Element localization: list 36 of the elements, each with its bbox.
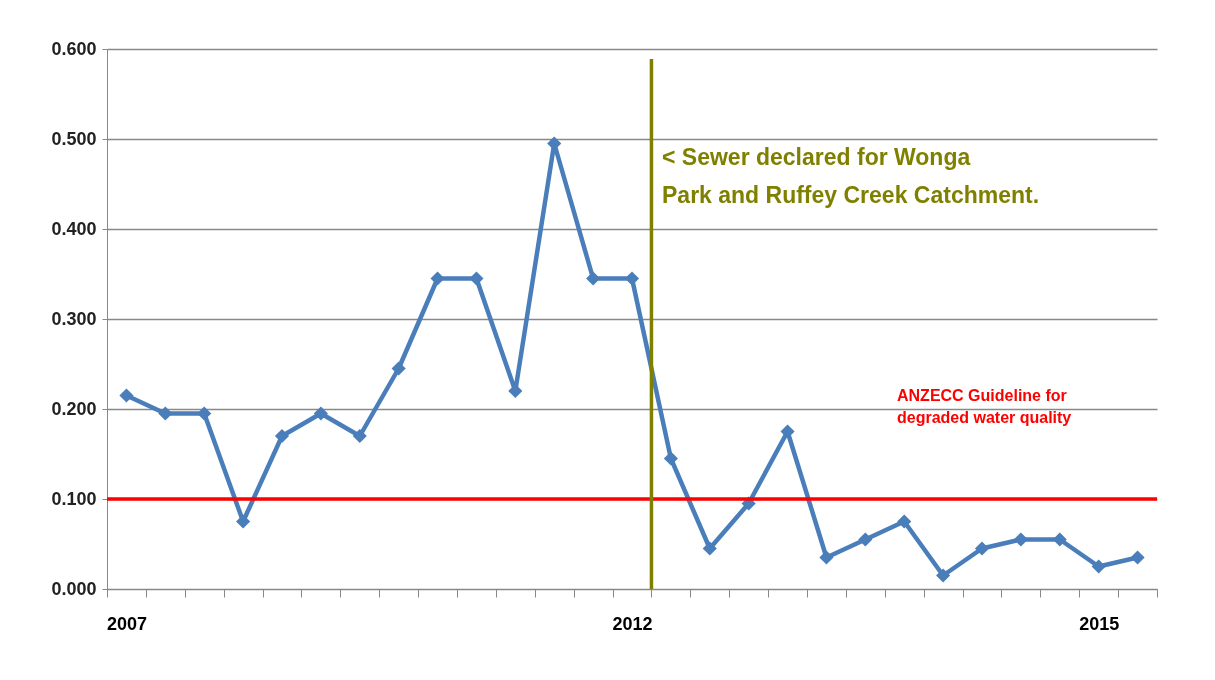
y-tick-label: 0.500 (51, 128, 97, 149)
point (197, 406, 212, 421)
y-tick-label: 0.000 (51, 578, 97, 599)
point (624, 271, 640, 286)
point (702, 541, 717, 556)
point (158, 406, 173, 421)
point (663, 451, 678, 466)
ref-line-label: ANZECC Guideline for degraded water quality (897, 387, 1072, 426)
y-tick-label: 0.600 (51, 38, 97, 59)
point (352, 428, 367, 444)
point (236, 514, 251, 529)
point (119, 388, 134, 403)
point (819, 550, 834, 565)
point (1130, 550, 1145, 565)
x-tick-label: 2015 (1079, 613, 1120, 634)
ref-line-label: < Sewer declared for Wonga Park and Ruffey Creek Catchment. (662, 144, 1040, 208)
y-tick-label: 0.400 (51, 218, 97, 239)
point (586, 271, 601, 286)
point (1013, 532, 1028, 547)
y-tick-label: 0.100 (51, 488, 97, 509)
point (780, 424, 795, 439)
point (974, 541, 990, 556)
point (313, 406, 328, 421)
point (1052, 532, 1067, 547)
y-tick-label: 0.200 (51, 398, 97, 419)
point (897, 514, 912, 529)
point (430, 271, 445, 286)
point (391, 361, 406, 376)
point (936, 568, 951, 583)
x-tick-label: 2007 (106, 613, 147, 634)
x-tick-label: 2012 (612, 613, 653, 634)
y-tick-label: 0.300 (51, 308, 97, 329)
point (858, 532, 873, 547)
point (274, 428, 290, 444)
point (469, 271, 484, 286)
point (1091, 559, 1106, 574)
